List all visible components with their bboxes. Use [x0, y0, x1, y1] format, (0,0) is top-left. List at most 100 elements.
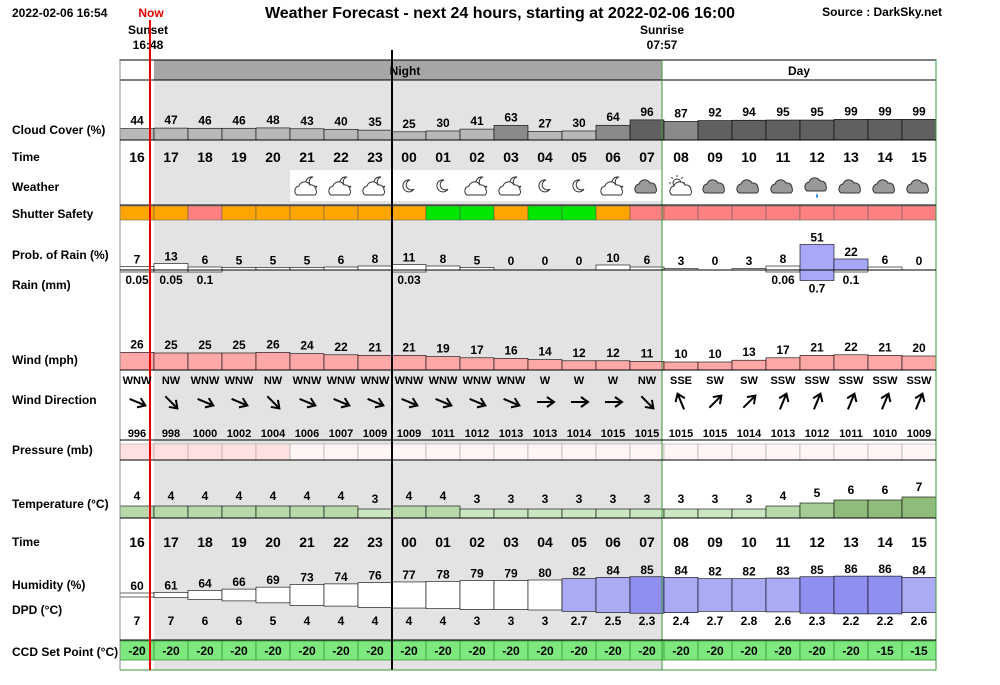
- time-label: 10: [741, 534, 757, 550]
- pressure-cell: [187, 443, 223, 461]
- shutter-safety-cell: [459, 205, 495, 221]
- wind-direction-label: WNW: [123, 375, 152, 387]
- ccd-set-point-value: -20: [434, 644, 452, 658]
- pressure-cell: [867, 443, 903, 461]
- pressure-cell: [119, 443, 155, 461]
- ccd-set-point-value: -20: [196, 644, 214, 658]
- shutter-safety-cell: [323, 205, 359, 221]
- wind-direction-label: SSW: [838, 375, 864, 387]
- dpd-value: 2.7: [707, 614, 724, 628]
- cloud-cover-bar: [425, 130, 461, 141]
- pressure-value: 1011: [431, 428, 455, 440]
- time-label: 15: [911, 534, 927, 550]
- time-label: 07: [639, 149, 655, 165]
- time-label: 17: [163, 149, 179, 165]
- wind-arrow-icon: [401, 397, 419, 409]
- row-label-prob-rain: Prob. of Rain (%): [12, 248, 109, 262]
- pressure-cell: [595, 443, 631, 461]
- ccd-set-point-value: -20: [706, 644, 724, 658]
- pressure-value: 1015: [635, 428, 659, 440]
- cloud-cover-bar: [663, 121, 699, 141]
- temperature-bar: [629, 508, 665, 519]
- wind-speed-value: 21: [878, 340, 892, 354]
- wind-speed-value: 22: [334, 340, 348, 354]
- pressure-value: 1014: [567, 428, 592, 440]
- row-label-weather: Weather: [12, 180, 59, 194]
- time-label: 12: [809, 149, 825, 165]
- sunrise-label: Sunrise: [640, 23, 684, 37]
- temperature-value: 7: [916, 480, 923, 494]
- wind-arrow-icon: [266, 395, 281, 410]
- shutter-safety-cell: [425, 205, 461, 221]
- wind-speed-bar: [323, 354, 359, 371]
- wind-speed-value: 13: [742, 345, 756, 359]
- cloud-cover-bar: [765, 119, 801, 141]
- temperature-value: 3: [644, 492, 651, 506]
- humidity-bar: [187, 590, 223, 600]
- page-title: Weather Forecast - next 24 hours, starti…: [265, 5, 735, 22]
- clear-night-icon: [538, 179, 551, 193]
- wind-speed-bar: [595, 360, 631, 371]
- time-label: 18: [197, 534, 213, 550]
- humidity-bar: [663, 577, 699, 613]
- wind-arrow-icon: [469, 397, 487, 409]
- pressure-cell: [765, 443, 801, 461]
- prob-rain-value: 0: [712, 254, 719, 268]
- wind-speed-bar: [833, 354, 869, 371]
- cloud-cover-value: 48: [266, 113, 280, 127]
- temperature-value: 3: [712, 492, 719, 506]
- wind-speed-bar: [153, 352, 189, 371]
- shutter-safety-cell: [391, 205, 427, 221]
- wind-direction-label: W: [608, 375, 619, 387]
- dpd-value: 6: [202, 614, 209, 628]
- time-label: 23: [367, 149, 383, 165]
- humidity-value: 60: [130, 579, 144, 593]
- wind-direction-label: SW: [740, 375, 758, 387]
- wind-speed-bar: [663, 361, 699, 371]
- wind-speed-value: 11: [641, 346, 654, 360]
- cloud-cover-value: 25: [402, 117, 416, 131]
- pressure-cell: [221, 443, 257, 461]
- cloud-cover-value: 96: [640, 105, 654, 119]
- row-label-humidity: Humidity (%): [12, 578, 85, 592]
- temperature-bar: [867, 499, 903, 519]
- wind-arrow-icon: [164, 395, 179, 410]
- temperature-bar: [391, 505, 427, 519]
- shutter-safety-cell: [119, 205, 155, 221]
- pressure-cell: [357, 443, 393, 461]
- humidity-bar: [391, 581, 427, 609]
- temperature-value: 3: [610, 492, 617, 506]
- humidity-value: 76: [368, 569, 382, 583]
- humidity-value: 78: [436, 567, 450, 581]
- cloud-cover-bar: [323, 128, 359, 141]
- wind-direction-label: SSW: [770, 375, 796, 387]
- prob-rain-value: 3: [678, 254, 685, 268]
- humidity-value: 79: [504, 567, 518, 581]
- prob-rain-bar: [833, 258, 869, 271]
- pressure-value: 1009: [397, 428, 421, 440]
- wind-speed-value: 20: [912, 341, 926, 355]
- wind-speed-bar: [391, 355, 427, 371]
- wind-arrow-icon: [778, 392, 790, 410]
- time-label: 00: [401, 534, 417, 550]
- rain-value: 0.05: [159, 273, 183, 287]
- cloud-cover-bar: [357, 129, 393, 141]
- wind-arrow-icon: [914, 392, 926, 410]
- cloud-cover-value: 30: [436, 116, 450, 130]
- temperature-value: 3: [576, 492, 583, 506]
- dpd-value: 2.2: [843, 614, 860, 628]
- pressure-value: 1002: [227, 428, 251, 440]
- prob-rain-value: 6: [882, 253, 889, 267]
- time-label: 07: [639, 534, 655, 550]
- wind-arrow-icon: [812, 392, 824, 410]
- time-label: 11: [776, 149, 791, 165]
- rain-icon: [804, 177, 827, 198]
- cloud-cover-bar: [561, 130, 597, 141]
- temperature-bar: [323, 505, 359, 519]
- pressure-value: 1015: [669, 428, 693, 440]
- cloud-cover-value: 99: [878, 104, 892, 118]
- wind-direction-label: WNW: [463, 375, 492, 387]
- time-label: 03: [503, 149, 519, 165]
- pressure-value: 1015: [703, 428, 727, 440]
- cloud-cover-value: 92: [708, 106, 722, 120]
